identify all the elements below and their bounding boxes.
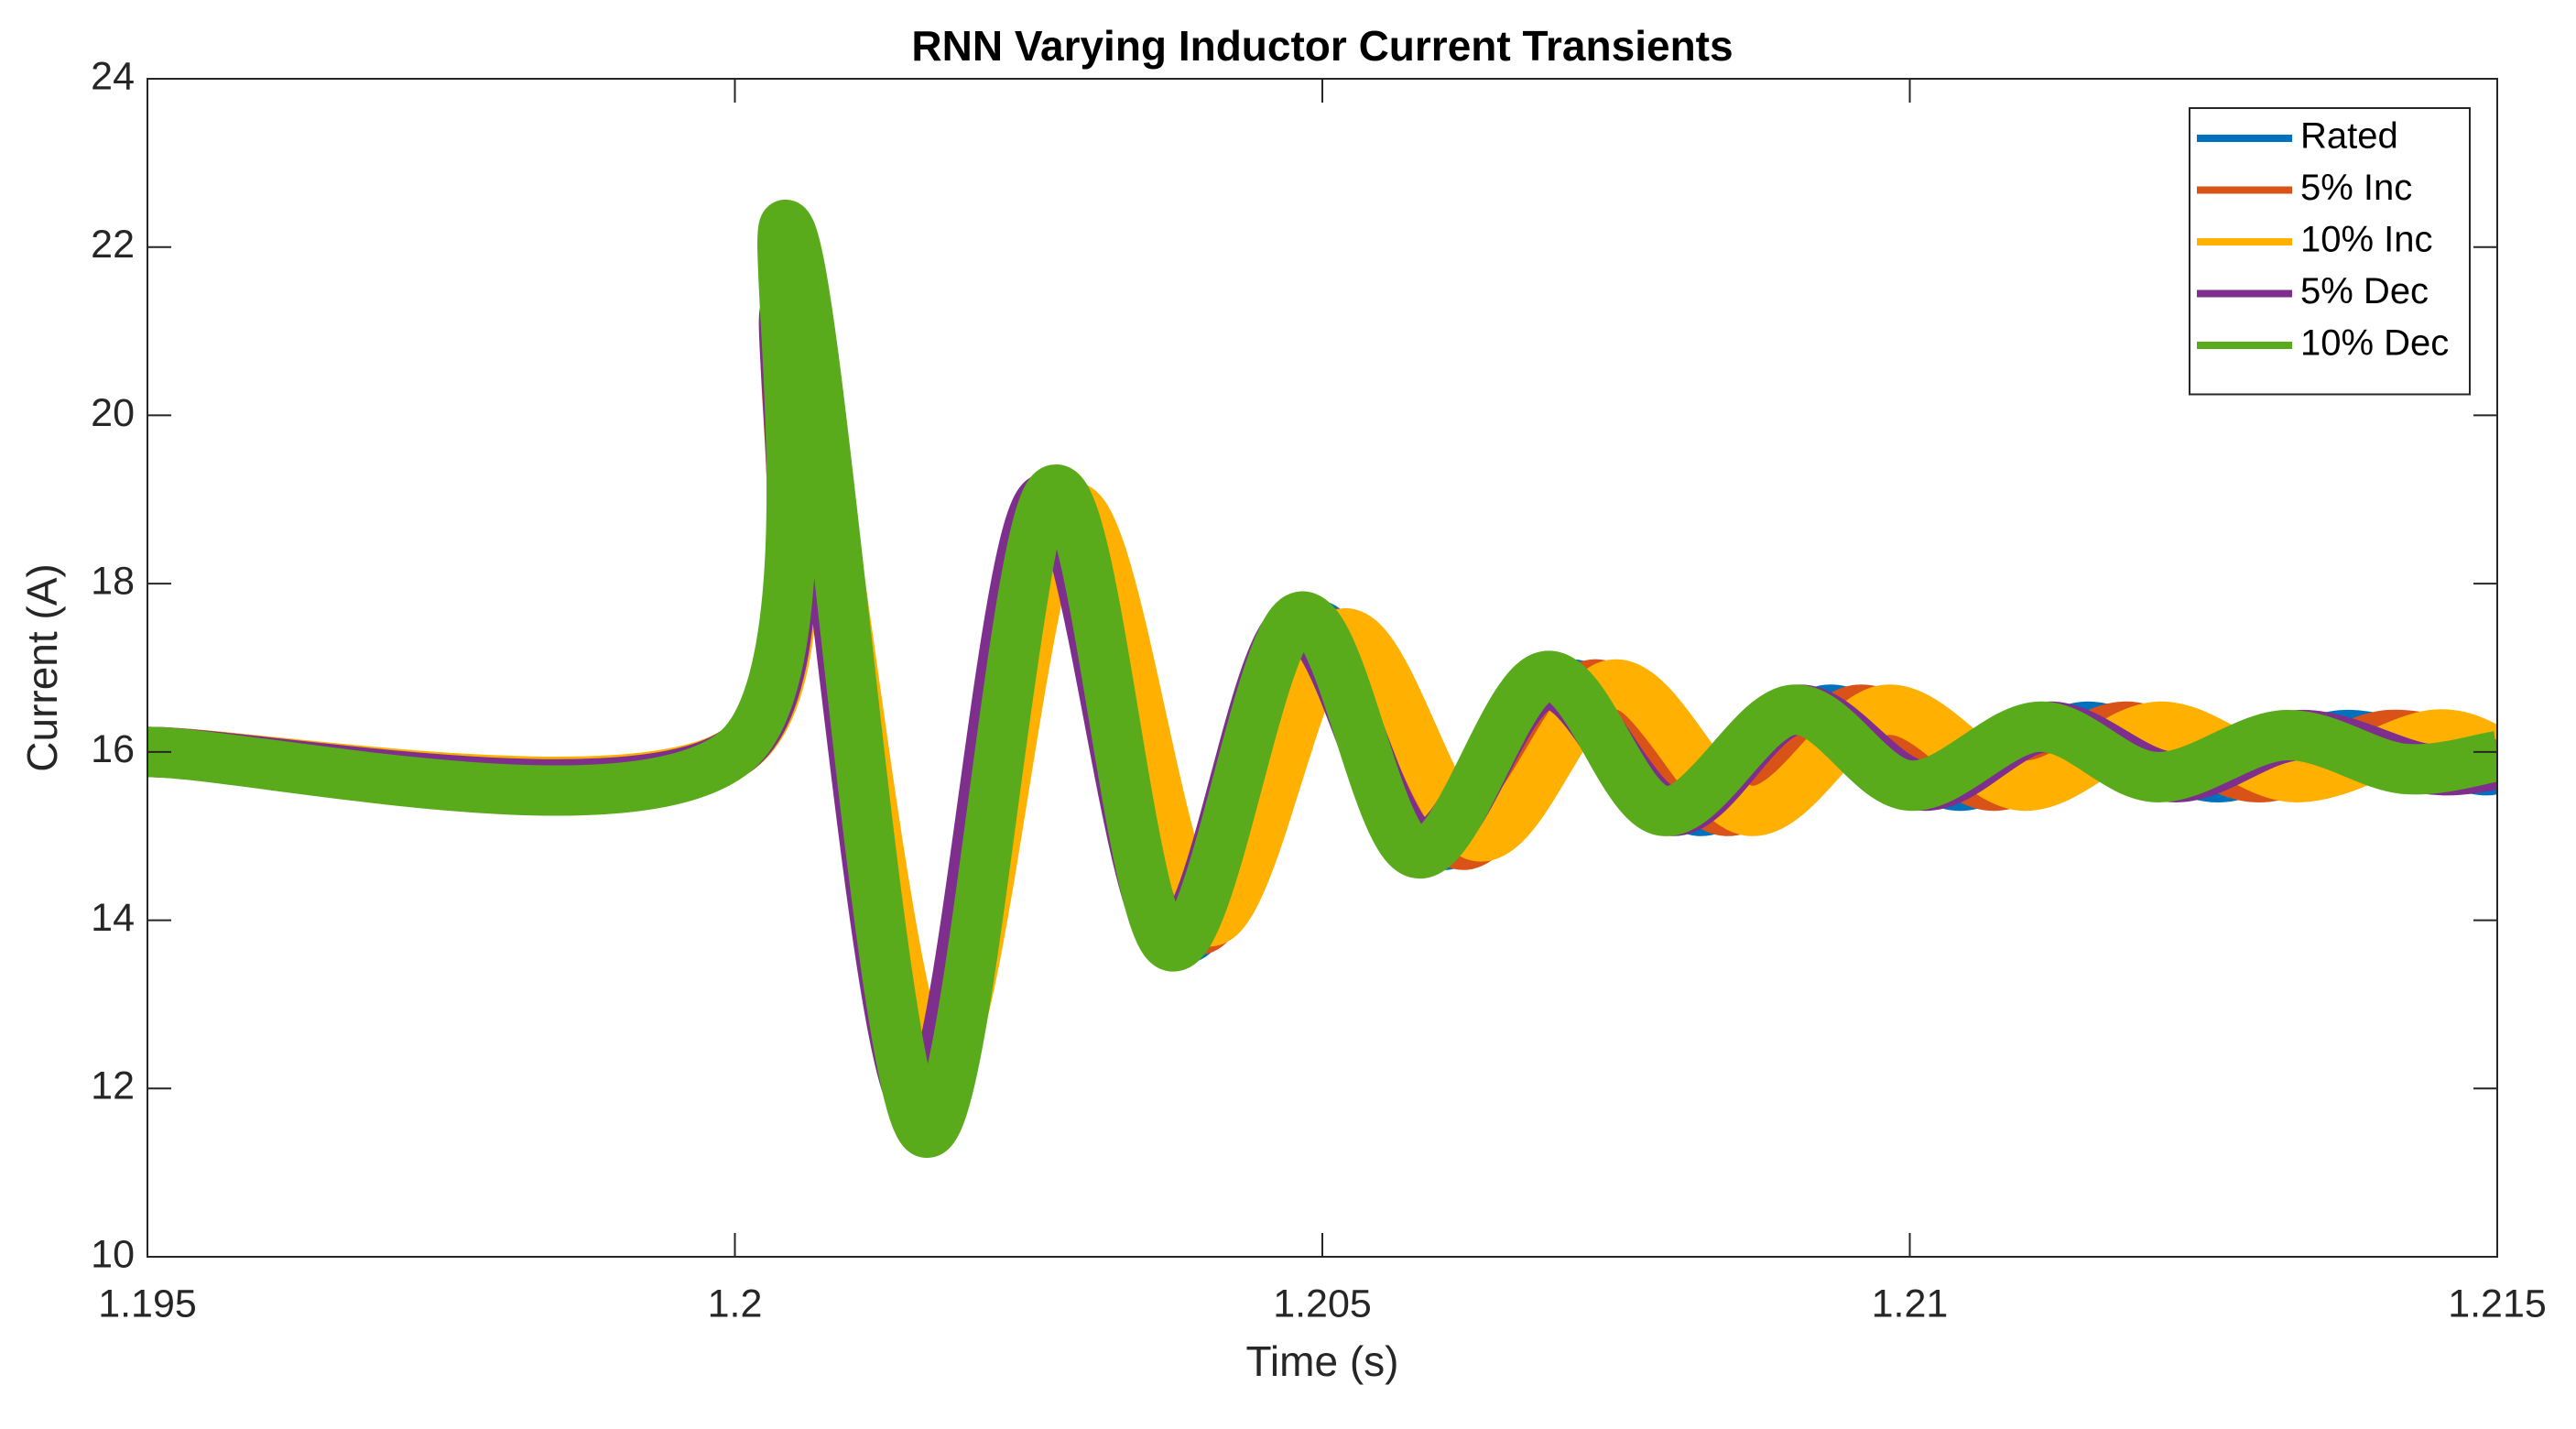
x-tick-label: 1.2: [708, 1282, 763, 1325]
legend-label: 10% Dec: [2300, 323, 2449, 364]
y-tick-label: 22: [91, 223, 135, 267]
y-tick-label: 12: [91, 1064, 135, 1108]
x-tick-label: 1.195: [98, 1282, 197, 1325]
x-tick-label: 1.215: [2448, 1282, 2547, 1325]
y-tick-label: 24: [91, 54, 135, 98]
y-tick-label: 20: [91, 391, 135, 435]
x-axis-label: Time (s): [1246, 1337, 1399, 1385]
series-line: [147, 200, 2497, 1158]
x-tick-label: 1.205: [1273, 1282, 1372, 1325]
legend-label: 10% Inc: [2300, 220, 2433, 260]
y-tick-label: 18: [91, 560, 135, 604]
legend-label: Rated: [2300, 116, 2398, 157]
legend-label: 5% Dec: [2300, 271, 2429, 311]
y-tick-label: 16: [91, 727, 135, 771]
chart-title: RNN Varying Inductor Current Transients: [911, 22, 1733, 70]
y-axis-label: Current (A): [18, 563, 66, 771]
y-tick-label: 10: [91, 1232, 135, 1276]
x-tick-label: 1.21: [1872, 1282, 1949, 1325]
legend-label: 5% Inc: [2300, 168, 2412, 208]
plot-area: [147, 200, 2497, 1158]
y-tick-label: 14: [91, 896, 135, 940]
